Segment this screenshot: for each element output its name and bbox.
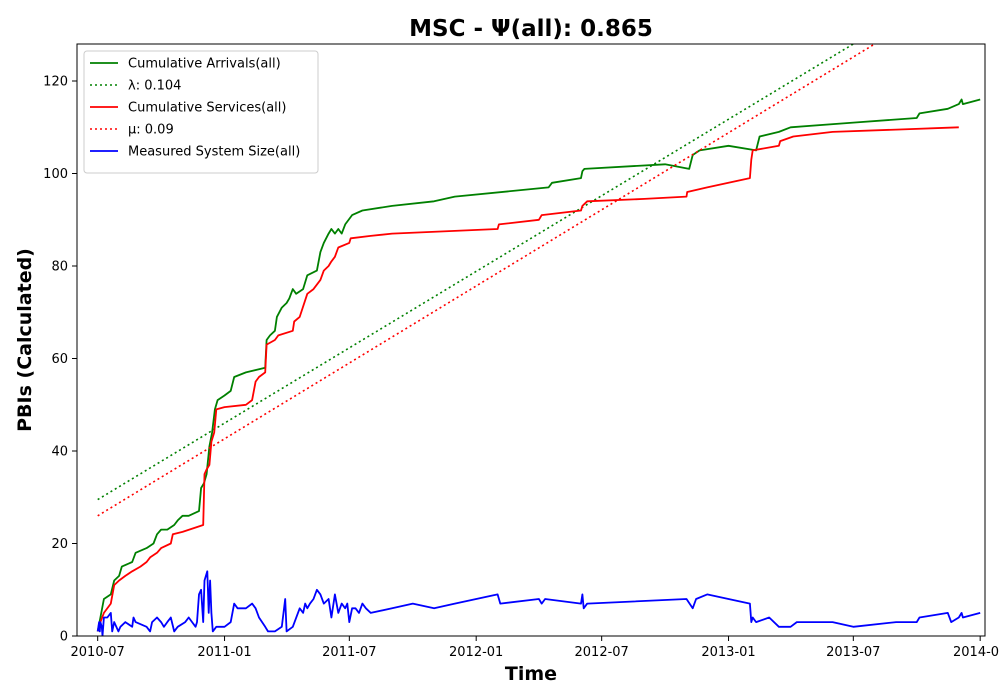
plot-frame (76, 43, 986, 637)
y-tick-label: 60 (51, 352, 68, 367)
y-tick-label: 120 (43, 75, 68, 90)
chart-title: MSC - Ψ(all): 0.865 (409, 16, 653, 42)
legend-label: λ: 0.104 (128, 79, 181, 94)
series-line-cumulative-arrivals-all (96, 98, 981, 632)
x-tick-label: 2012-01 (449, 645, 503, 660)
legend-box (83, 50, 319, 174)
y-tick-label: 100 (43, 167, 68, 182)
x-tick-label: 2013-07 (826, 645, 880, 660)
y-tick-label: 80 (51, 260, 68, 275)
series-line-cumulative-services-all (96, 126, 959, 632)
y-tick-label: 0 (60, 630, 68, 645)
y-tick-label: 20 (51, 537, 68, 552)
legend-label: Cumulative Arrivals(all) (128, 57, 281, 72)
y-tick-label: 40 (51, 445, 68, 460)
legend-label: μ: 0.09 (128, 123, 174, 138)
x-axis-label: Time (505, 663, 557, 685)
series-line-measured-system-size-all (96, 570, 981, 636)
series-line-0-09 (97, 44, 876, 517)
x-tick-label: 2014-01 (953, 645, 1000, 660)
x-tick-label: 2010-07 (71, 645, 125, 660)
legend-label: Cumulative Services(all) (128, 101, 286, 116)
axis-layer: 2010-07 2011-01 2011-07 2012-01 2012-07 2013-… (43, 75, 1000, 661)
x-tick-label: 2012-07 (575, 645, 629, 660)
x-tick-label: 2013-01 (701, 645, 755, 660)
y-axis-label: PBIs (Calculated) (14, 248, 36, 432)
x-tick-label: 2011-07 (322, 645, 376, 660)
legend-label: Measured System Size(all) (128, 145, 300, 160)
legend: Cumulative Arrivals(all) λ: 0.104 Cumulati… (83, 50, 319, 174)
series-line-0-104 (97, 44, 854, 501)
x-tick-label: 2011-01 (197, 645, 251, 660)
series-layer (96, 44, 981, 636)
